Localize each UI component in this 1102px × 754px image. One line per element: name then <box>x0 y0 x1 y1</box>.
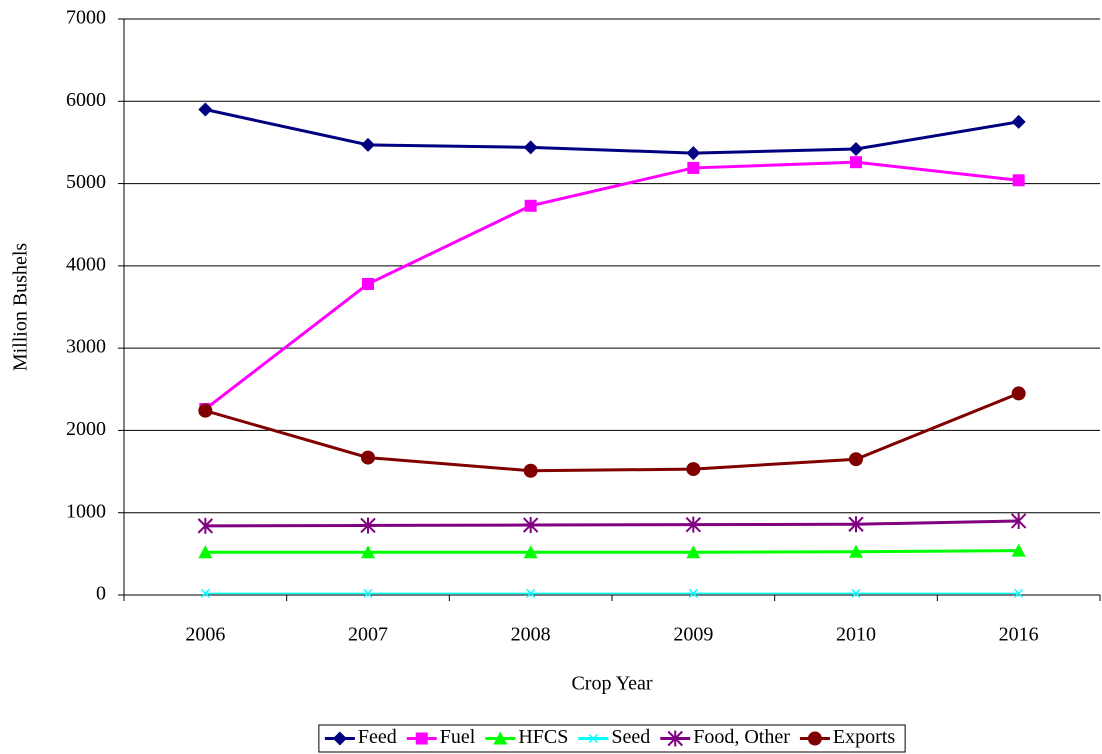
marker <box>686 146 701 161</box>
marker <box>850 156 862 169</box>
x-tick-label: 2010 <box>836 624 876 646</box>
marker <box>360 517 376 534</box>
marker <box>1011 114 1026 129</box>
y-tick-label: 5000 <box>66 171 106 193</box>
marker <box>688 588 698 598</box>
series-line <box>204 160 1019 411</box>
legend-label: Exports <box>833 726 895 748</box>
marker <box>361 137 375 152</box>
y-tick-label: 4000 <box>66 253 106 275</box>
marker <box>522 517 539 534</box>
marker <box>523 140 538 155</box>
x-tick-label: 2006 <box>185 624 225 646</box>
y-tick-label: 3000 <box>66 336 106 358</box>
marker <box>1011 543 1026 557</box>
marker <box>685 516 702 533</box>
marker <box>848 516 864 533</box>
y-tick-label: 7000 <box>66 7 106 29</box>
marker <box>807 731 822 746</box>
marker <box>686 545 701 559</box>
marker <box>361 450 375 465</box>
marker <box>198 403 213 418</box>
series-line <box>205 108 1019 155</box>
series-line <box>205 549 1019 554</box>
marker <box>198 545 213 559</box>
x-tick-label: 2009 <box>673 624 713 646</box>
marker <box>1011 386 1026 401</box>
y-tick-label: 2000 <box>66 418 106 440</box>
marker <box>687 161 700 174</box>
marker <box>849 544 863 558</box>
marker <box>200 588 210 598</box>
marker <box>332 731 347 746</box>
marker <box>849 142 863 157</box>
marker <box>1012 174 1025 187</box>
marker <box>415 732 428 745</box>
marker <box>849 452 863 467</box>
marker <box>1010 512 1027 529</box>
series-line <box>204 392 1020 473</box>
x-axis-title: Crop Year <box>571 673 652 695</box>
marker <box>523 463 538 478</box>
marker <box>851 588 861 598</box>
x-tick-label: 2007 <box>348 624 388 646</box>
y-tick-label: 6000 <box>66 89 106 111</box>
marker <box>363 588 373 598</box>
marker <box>1014 588 1024 598</box>
marker <box>667 730 683 747</box>
x-tick-label: 2008 <box>511 624 551 646</box>
x-tick-label: 2016 <box>999 624 1039 646</box>
marker <box>197 517 214 534</box>
legend-label: Food, Other <box>693 726 790 748</box>
marker <box>523 545 538 559</box>
legend-label: HFCS <box>518 726 568 748</box>
marker <box>493 731 508 745</box>
marker <box>198 102 213 117</box>
legend-label: Feed <box>358 726 397 748</box>
marker <box>524 199 537 212</box>
marker <box>686 462 701 477</box>
marker <box>588 733 598 744</box>
legend-label: Fuel <box>440 726 476 748</box>
legend: Feed Fuel HFCS Seed Food, Other Exports <box>318 724 906 753</box>
legend-label: Seed <box>611 726 650 748</box>
marker <box>526 588 536 598</box>
y-tick-label: 0 <box>96 583 106 605</box>
series-line <box>205 519 1019 528</box>
marker <box>362 277 374 290</box>
y-axis-title: Million Bushels <box>10 243 32 372</box>
y-tick-label: 1000 <box>66 500 106 522</box>
marker <box>361 545 375 559</box>
